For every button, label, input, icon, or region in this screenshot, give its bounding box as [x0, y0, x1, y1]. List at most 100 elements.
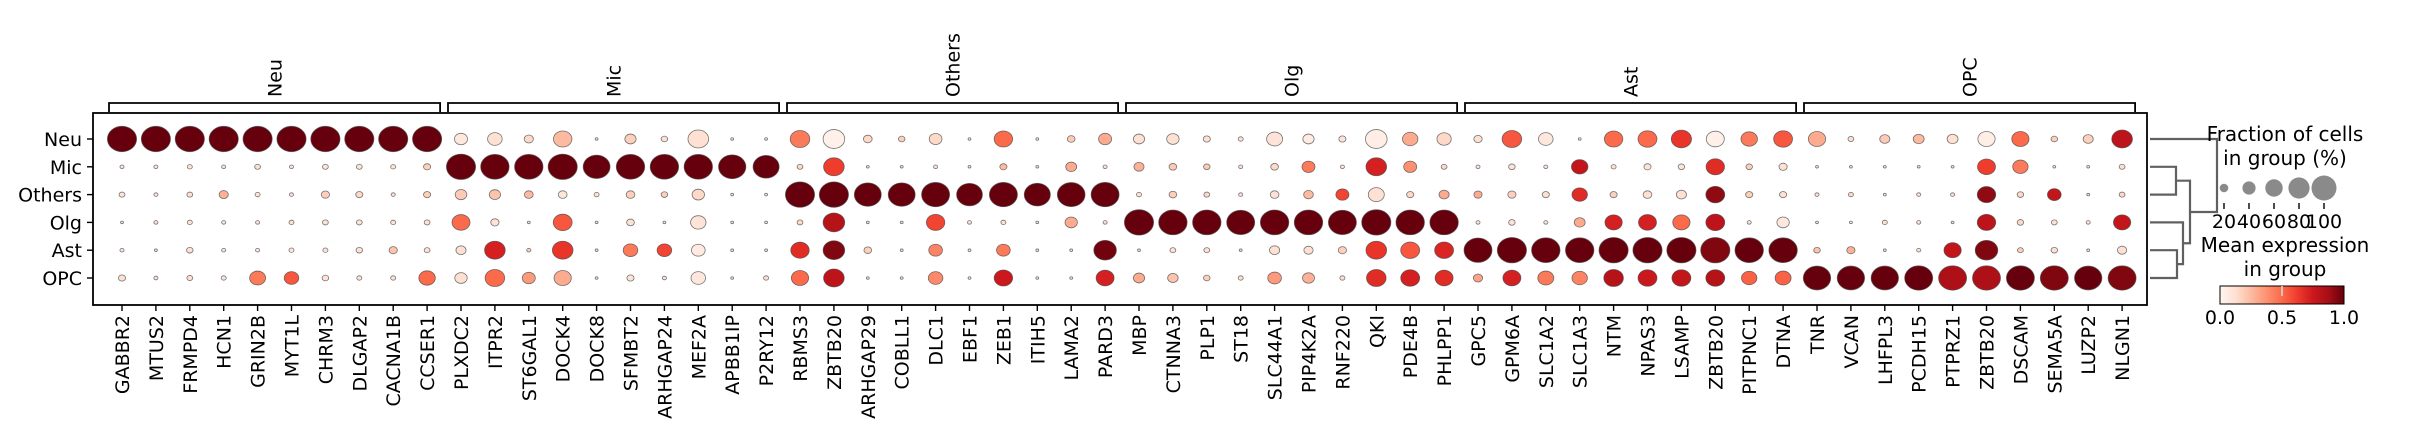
expression-dot — [789, 130, 811, 148]
gene-label: ZBTB20 — [824, 315, 846, 390]
expression-dot — [593, 191, 600, 198]
size-legend-tick-label: 100 — [2306, 211, 2342, 233]
expression-dot — [594, 220, 599, 225]
expression-dot — [1565, 237, 1595, 263]
gene-label: TNR — [1807, 315, 1829, 355]
gene-label: DTNA — [1773, 315, 1795, 368]
gene-label: PLXDC2 — [451, 315, 473, 390]
expression-dot — [823, 268, 845, 288]
expression-dot — [1603, 130, 1624, 148]
expression-dot — [390, 192, 396, 197]
expression-dot — [423, 191, 432, 199]
expression-dot — [967, 220, 972, 225]
expression-dot — [484, 240, 506, 260]
expression-dot — [553, 130, 573, 148]
expression-dot — [118, 274, 126, 282]
expression-dot — [1102, 220, 1108, 225]
expression-dot — [288, 219, 295, 226]
gene-label: HCN1 — [214, 315, 236, 369]
expression-dot — [514, 154, 544, 180]
expression-dot — [1168, 190, 1178, 199]
expression-dot — [1870, 265, 1899, 291]
expression-dot — [928, 243, 943, 257]
expression-dot — [1573, 217, 1586, 228]
expression-dot — [1203, 191, 1211, 198]
gene-label: ZBTB20 — [1977, 315, 1999, 390]
expression-dot — [1000, 219, 1007, 226]
group-label: OPC — [1960, 57, 1982, 97]
expression-dot — [887, 182, 916, 207]
colorbar-tick-label: 0.5 — [2267, 307, 2297, 329]
expression-dot — [785, 181, 816, 208]
gene-label: PHLPP1 — [1434, 315, 1456, 386]
size-legend-title-line1: Fraction of cells — [2207, 122, 2364, 146]
size-legend-dot — [2311, 175, 2337, 201]
expression-dot — [1095, 269, 1115, 287]
expression-dot — [288, 247, 295, 253]
gene-label: LUZP2 — [2078, 315, 2100, 375]
expression-dot — [1337, 246, 1347, 255]
gene-label: SEMA5A — [2044, 315, 2066, 394]
expression-dot — [249, 270, 266, 286]
expression-dot — [521, 271, 536, 285]
expression-dot — [2016, 219, 2025, 226]
expression-dot — [1238, 248, 1243, 252]
expression-dot — [898, 135, 906, 143]
expression-dot — [1335, 188, 1350, 201]
expression-dot — [1677, 163, 1686, 171]
expression-dot — [140, 125, 171, 153]
expression-dot — [899, 220, 904, 225]
expression-dot — [1203, 163, 1211, 171]
expression-dot — [480, 154, 510, 180]
expression-dot — [186, 191, 194, 198]
expression-dot — [1643, 163, 1652, 171]
expression-dot — [1266, 131, 1283, 147]
expression-dot — [1023, 182, 1051, 207]
group-label: Olg — [1282, 65, 1304, 97]
color-legend-title-line2: in group — [2244, 257, 2327, 281]
expression-dot — [1904, 265, 1934, 291]
group-label: Mic — [604, 65, 626, 97]
gene-label: DOCK8 — [587, 315, 609, 382]
gene-label: ARHGAP24 — [654, 315, 676, 419]
gene-label: ZEB1 — [993, 315, 1015, 365]
expression-dot — [865, 276, 870, 280]
gene-label: RBMS3 — [790, 315, 812, 382]
expression-dot — [1365, 240, 1388, 260]
expression-dot — [1226, 209, 1256, 235]
expression-dot — [1270, 163, 1279, 171]
expression-dot — [1740, 131, 1758, 147]
dendrogram-line — [2150, 165, 2178, 196]
expression-dot — [186, 219, 193, 226]
expression-dot — [1745, 163, 1753, 171]
expression-dot — [2118, 191, 2126, 198]
expression-dot — [1815, 220, 1819, 225]
expression-dot — [355, 163, 363, 170]
expression-dot — [1577, 137, 1582, 141]
expression-dot — [1670, 129, 1692, 149]
expression-dot — [1438, 189, 1450, 200]
gene-label: FRMPD4 — [180, 315, 202, 394]
expression-dot — [1496, 237, 1527, 264]
gene-label: DLC1 — [926, 315, 948, 366]
expression-dot — [690, 215, 707, 230]
expression-dot — [1705, 185, 1726, 204]
expression-dot — [718, 154, 747, 180]
gene-label: SLC1A2 — [1536, 315, 1558, 388]
expression-dot — [1741, 270, 1758, 286]
expression-dot — [221, 248, 227, 253]
expression-dot — [1598, 237, 1629, 264]
gene-label: GPC5 — [1468, 315, 1490, 367]
expression-dot — [1814, 192, 1820, 197]
expression-dot — [967, 276, 972, 280]
expression-dot — [255, 248, 261, 253]
expression-dot — [355, 191, 364, 199]
expression-dot — [526, 220, 531, 225]
expression-dot — [1916, 192, 1922, 197]
expression-dot — [730, 248, 735, 252]
expression-dot — [899, 276, 904, 280]
expression-dot — [1269, 245, 1281, 256]
expression-dot — [1327, 209, 1357, 235]
row-label: Ast — [52, 240, 82, 262]
expression-dot — [1950, 165, 1955, 169]
